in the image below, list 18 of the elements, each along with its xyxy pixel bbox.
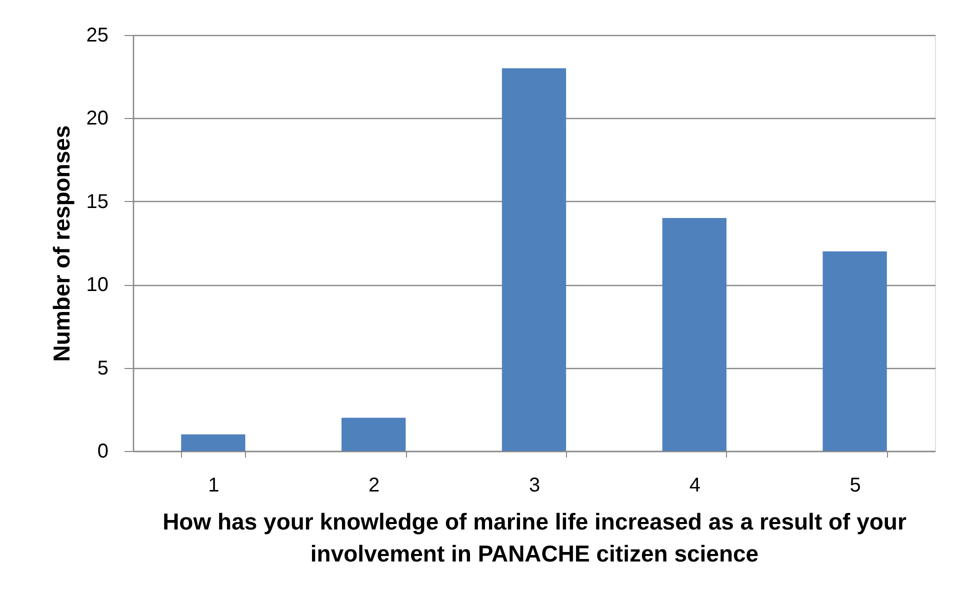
bar <box>822 251 887 451</box>
y-tick-label: 5 <box>97 357 108 380</box>
x-tick-label: 2 <box>368 474 380 496</box>
x-tick-label: 3 <box>528 474 540 496</box>
y-tick-label: 20 <box>86 108 108 130</box>
y-tick-label: 10 <box>86 274 108 296</box>
x-tick-label: 1 <box>208 474 220 496</box>
x-tick-label: 4 <box>689 474 700 496</box>
bar <box>502 68 566 451</box>
bar <box>662 218 726 451</box>
bar <box>181 434 246 451</box>
y-tick-label: 25 <box>86 24 108 46</box>
y-tick-label: 0 <box>97 440 108 462</box>
y-axis-title: Number of responses <box>48 125 74 362</box>
y-tick-label: 15 <box>86 190 108 213</box>
x-axis-title: How has your knowledge of marine life increased as a result of your involvement in PANACHE citizen science <box>162 508 906 566</box>
x-tick-label: 5 <box>850 474 861 496</box>
bar <box>342 418 406 451</box>
